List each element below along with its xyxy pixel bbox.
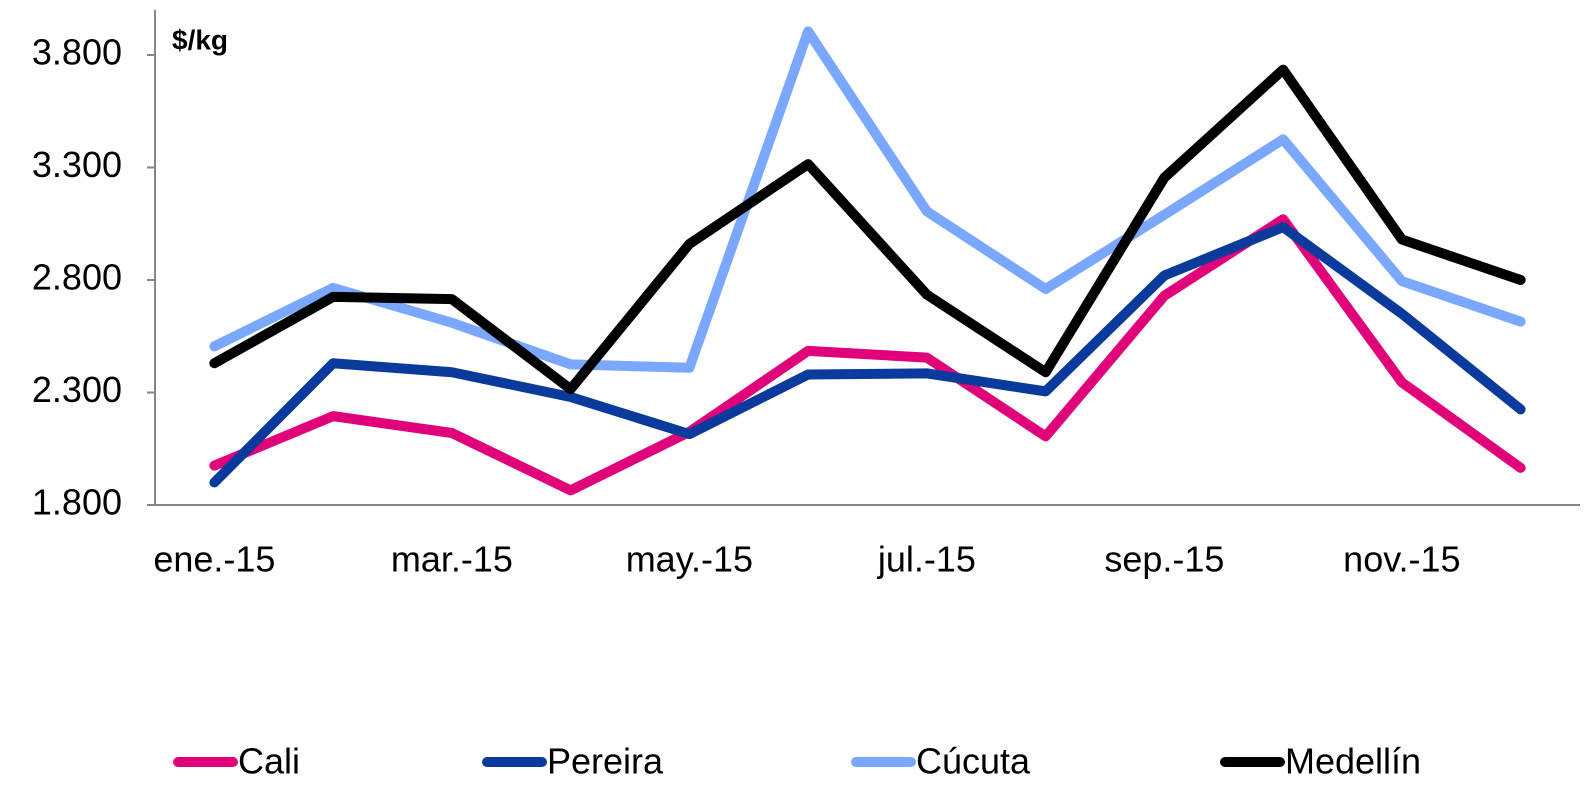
y-tick-label: 3.800 — [32, 32, 122, 73]
legend-label: Cúcuta — [916, 741, 1031, 782]
legend-label: Pereira — [547, 741, 664, 782]
y-tick-label: 1.800 — [32, 482, 122, 523]
y-tick-label: 2.300 — [32, 369, 122, 410]
x-tick-label: sep.-15 — [1104, 539, 1224, 580]
x-tick-label: nov.-15 — [1343, 539, 1460, 580]
x-tick-label: may.-15 — [626, 539, 753, 580]
x-tick-label: mar.-15 — [391, 539, 513, 580]
y-tick-label: 3.300 — [32, 144, 122, 185]
legend-label: Medellín — [1285, 741, 1421, 782]
chart-title: $/kg — [172, 24, 228, 55]
x-tick-label: jul.-15 — [877, 539, 976, 580]
x-tick-label: ene.-15 — [153, 539, 275, 580]
line — [209, 222, 1526, 488]
y-tick-label: 2.800 — [32, 257, 122, 298]
line — [209, 26, 1526, 373]
legend-label: Cali — [238, 741, 300, 782]
line — [209, 64, 1526, 395]
